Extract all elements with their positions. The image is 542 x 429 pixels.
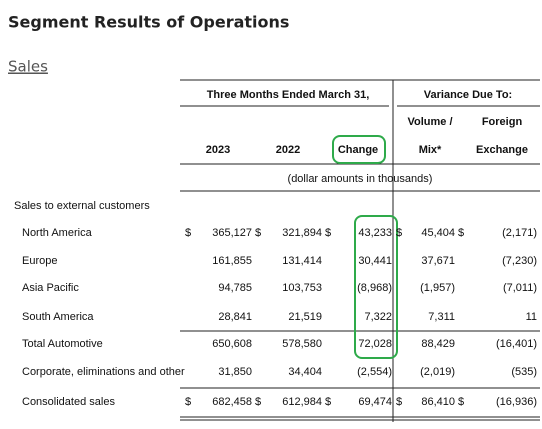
currency: $ xyxy=(185,396,191,408)
period-header: Three Months Ended March 31, xyxy=(207,89,370,101)
cell: 21,519 xyxy=(288,311,322,323)
currency: $ xyxy=(325,396,331,408)
column-header: Change xyxy=(338,144,378,156)
currency: $ xyxy=(396,396,402,408)
column-header: Foreign xyxy=(482,116,523,128)
cell: 28,841 xyxy=(218,311,252,323)
cell: 612,984 xyxy=(282,396,322,408)
currency: $ xyxy=(325,227,331,239)
cell: 161,855 xyxy=(212,255,252,267)
cell: 103,753 xyxy=(282,282,322,294)
row-label: Total Automotive xyxy=(22,338,103,350)
section-title: Sales xyxy=(8,58,48,76)
cell: 45,404 xyxy=(421,227,455,239)
row-label: North America xyxy=(22,227,93,239)
units-note: (dollar amounts in thousands) xyxy=(288,173,433,185)
cell: 578,580 xyxy=(282,338,322,350)
cell: (2,019) xyxy=(420,366,455,378)
row-label: Corporate, eliminations and other xyxy=(22,366,185,378)
cell: 43,233 xyxy=(358,227,392,239)
currency: $ xyxy=(458,227,464,239)
currency: $ xyxy=(255,227,261,239)
cell: (1,957) xyxy=(420,282,455,294)
cell: (16,936) xyxy=(496,396,537,408)
cell: 650,608 xyxy=(212,338,252,350)
cell: 321,894 xyxy=(282,227,322,239)
page-title: Segment Results of Operations xyxy=(8,13,289,32)
cell: 94,785 xyxy=(218,282,252,294)
highlight xyxy=(354,215,398,359)
cell: 34,404 xyxy=(288,366,322,378)
cell: 86,410 xyxy=(421,396,455,408)
column-header: 2022 xyxy=(276,144,300,156)
cell: 37,671 xyxy=(421,255,455,267)
column-header: Mix* xyxy=(419,144,442,156)
cell: (7,230) xyxy=(502,255,537,267)
cell: 31,850 xyxy=(218,366,252,378)
cell: 131,414 xyxy=(282,255,322,267)
cell: (8,968) xyxy=(357,282,392,294)
highlight xyxy=(332,135,386,164)
cell: (16,401) xyxy=(496,338,537,350)
cell: 7,322 xyxy=(364,311,392,323)
variance-header: Variance Due To: xyxy=(424,89,512,101)
column-header: 2023 xyxy=(206,144,230,156)
currency: $ xyxy=(396,227,402,239)
row-label: Consolidated sales xyxy=(22,396,115,408)
cell: 88,429 xyxy=(421,338,455,350)
column-header: Volume / xyxy=(407,116,452,128)
cell: (2,554) xyxy=(357,366,392,378)
group-label: Sales to external customers xyxy=(14,200,150,212)
cell: (7,011) xyxy=(503,282,537,294)
currency: $ xyxy=(255,396,261,408)
cell: 69,474 xyxy=(358,396,392,408)
cell: 30,441 xyxy=(358,255,392,267)
column-header: Exchange xyxy=(476,144,528,156)
cell: (535) xyxy=(511,366,537,378)
cell: 72,028 xyxy=(358,338,392,350)
cell: (2,171) xyxy=(502,227,537,239)
row-label: South America xyxy=(22,311,94,323)
row-label: Europe xyxy=(22,255,57,267)
cell: 11 xyxy=(526,311,537,323)
cell: 7,311 xyxy=(428,311,455,323)
currency: $ xyxy=(458,396,464,408)
cell: 365,127 xyxy=(212,227,252,239)
row-label: Asia Pacific xyxy=(22,282,79,294)
currency: $ xyxy=(185,227,191,239)
cell: 682,458 xyxy=(212,396,252,408)
